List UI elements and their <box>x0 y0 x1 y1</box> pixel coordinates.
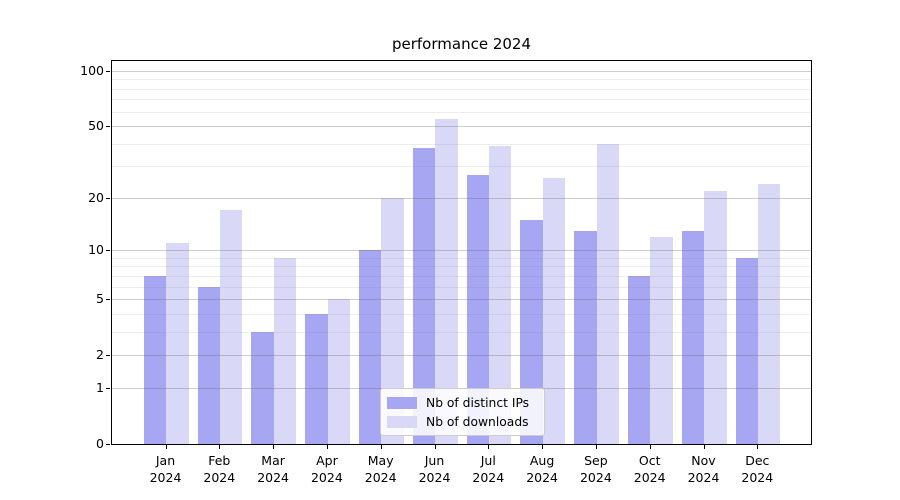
bar-distinct-ips-may <box>359 250 382 445</box>
y-tick-mark-1 <box>106 388 110 389</box>
gridline-minor-6 <box>112 286 811 288</box>
y-tick-mark-100 <box>106 70 110 72</box>
gridline-minor-3 <box>112 332 811 333</box>
bar-downloads-jan <box>166 243 189 445</box>
legend-swatch-distinct-ips <box>387 396 417 409</box>
legend-swatch-downloads <box>387 415 417 428</box>
x-tick-mark-feb <box>219 445 221 449</box>
bar-downloads-aug <box>542 177 566 445</box>
gridline-major-5 <box>112 299 811 301</box>
bar-distinct-ips-jul <box>466 174 489 445</box>
x-tick-label-may: May 2024 <box>364 453 397 485</box>
x-tick-mark-jun <box>434 445 436 449</box>
y-tick-mark-2 <box>106 355 110 357</box>
x-tick-label-feb: Feb 2024 <box>203 453 236 485</box>
y-tick-label-5: 5 <box>96 291 104 307</box>
legend-item-downloads: Nb of downloads <box>387 413 536 430</box>
x-tick-label-jun: Jun 2024 <box>418 453 451 485</box>
x-tick-label-nov: Nov 2024 <box>687 453 720 485</box>
plot-area <box>111 60 812 445</box>
x-tick-mark-jul <box>488 445 490 449</box>
y-tick-mark-50 <box>106 126 110 128</box>
bar-downloads-dec <box>758 183 781 445</box>
gridline-minor-40 <box>112 143 811 145</box>
bar-downloads-may <box>381 197 404 445</box>
y-tick-label-20: 20 <box>88 189 104 205</box>
legend-label-downloads: Nb of downloads <box>426 414 529 429</box>
y-tick-label-50: 50 <box>88 118 104 134</box>
gridline-minor-8 <box>112 266 811 268</box>
legend: Nb of distinct IPs Nb of downloads <box>380 388 545 436</box>
gridline-major-100 <box>112 70 811 72</box>
x-tick-mark-mar <box>273 445 275 449</box>
y-tick-label-100: 100 <box>80 62 104 78</box>
gridline-minor-90 <box>112 79 811 81</box>
y-tick-mark-10 <box>106 250 110 252</box>
bar-downloads-nov <box>704 190 727 445</box>
x-tick-label-sep: Sep 2024 <box>579 453 612 485</box>
bar-downloads-feb <box>220 210 243 445</box>
x-tick-label-jul: Jul 2024 <box>472 453 505 485</box>
y-tick-mark-20 <box>106 197 110 199</box>
gridline-minor-70 <box>112 99 811 101</box>
gridline-minor-7 <box>112 275 811 277</box>
x-tick-mark-oct <box>649 445 651 449</box>
bar-downloads-mar <box>273 257 297 445</box>
y-tick-label-2: 2 <box>96 347 104 363</box>
gridline-minor-30 <box>112 166 811 168</box>
x-tick-mark-jan <box>165 445 167 449</box>
y-tick-mark-0 <box>106 444 110 446</box>
y-tick-mark-5 <box>106 299 110 301</box>
x-tick-mark-nov <box>703 445 705 449</box>
gridline-minor-4 <box>112 314 811 315</box>
bar-downloads-apr <box>327 299 350 445</box>
gridline-minor-9 <box>112 257 811 259</box>
x-tick-mark-apr <box>326 445 328 449</box>
gridline-minor-80 <box>112 88 811 90</box>
gridline-major-50 <box>112 126 811 128</box>
gridline-major-10 <box>112 250 811 252</box>
bar-downloads-jun <box>435 118 458 445</box>
gridline-major-2 <box>112 355 811 357</box>
x-tick-mark-may <box>380 445 382 449</box>
y-tick-label-0: 0 <box>96 436 104 452</box>
x-tick-mark-dec <box>757 445 759 449</box>
x-tick-mark-sep <box>595 445 597 449</box>
x-tick-label-jan: Jan 2024 <box>149 453 182 485</box>
y-tick-label-1: 1 <box>96 380 104 395</box>
bar-distinct-ips-dec <box>735 257 758 445</box>
x-tick-label-aug: Aug 2024 <box>526 453 558 485</box>
x-tick-mark-aug <box>542 445 544 449</box>
x-tick-label-dec: Dec 2024 <box>741 453 774 485</box>
bar-distinct-ips-jun <box>412 147 436 445</box>
bar-distinct-ips-jan <box>143 275 167 445</box>
y-tick-label-10: 10 <box>88 242 104 258</box>
legend-item-distinct-ips: Nb of distinct IPs <box>387 394 536 411</box>
legend-label-distinct-ips: Nb of distinct IPs <box>426 395 530 410</box>
bar-downloads-jul <box>489 145 512 445</box>
bar-distinct-ips-nov <box>681 230 705 445</box>
x-tick-label-mar: Mar 2024 <box>257 453 289 485</box>
bar-downloads-sep <box>596 143 619 445</box>
bar-distinct-ips-feb <box>197 286 220 445</box>
gridline-minor-60 <box>112 111 811 113</box>
x-tick-label-oct: Oct 2024 <box>633 453 666 485</box>
bar-distinct-ips-sep <box>574 230 597 445</box>
bar-distinct-ips-oct <box>628 275 651 445</box>
gridline-major-20 <box>112 197 811 199</box>
bar-downloads-oct <box>650 236 673 445</box>
chart-title: performance 2024 <box>391 35 531 53</box>
bar-distinct-ips-apr <box>305 314 328 445</box>
bar-distinct-ips-mar <box>251 332 274 445</box>
x-tick-label-apr: Apr 2024 <box>310 453 343 485</box>
